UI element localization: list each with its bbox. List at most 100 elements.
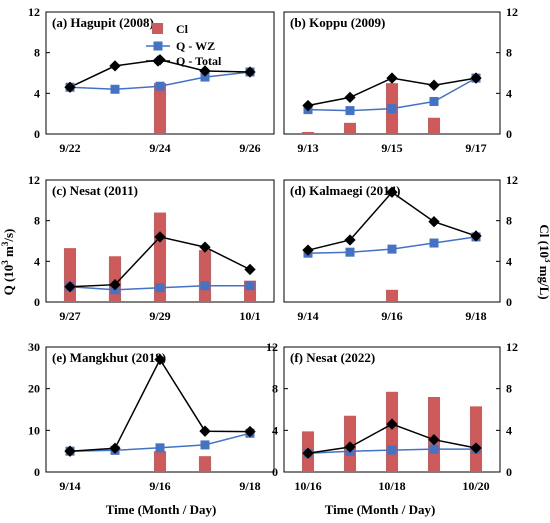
point-q-total bbox=[244, 263, 256, 276]
panel-title: (b) Koppu (2009) bbox=[290, 15, 385, 30]
panel-title: (e) Mangkhut (2018) bbox=[52, 350, 166, 365]
point-q-wz bbox=[429, 444, 439, 454]
y-label-right-sup: 3 bbox=[543, 258, 550, 263]
point-q-total bbox=[302, 447, 314, 459]
x-tick-label: 10/1 bbox=[239, 309, 260, 323]
point-q-total bbox=[154, 231, 166, 243]
y-tick-label-right: 8 bbox=[506, 46, 512, 60]
y-tick-label-left: 12 bbox=[28, 173, 40, 187]
x-tick-label: 10/16 bbox=[294, 479, 321, 493]
x-tick-label: 9/18 bbox=[239, 479, 260, 493]
x-tick-label: 9/29 bbox=[149, 309, 170, 323]
y-tick-label-right: 4 bbox=[506, 86, 512, 100]
y-tick-label-right: 8 bbox=[506, 214, 512, 228]
y-tick-label-left: 8 bbox=[34, 214, 40, 228]
y-tick-label-left: 8 bbox=[34, 46, 40, 60]
y-tick-label-right: 4 bbox=[506, 423, 512, 437]
x-tick-label: 9/16 bbox=[149, 479, 170, 493]
y-axis-label-right: Cl (103 mg/L) bbox=[537, 224, 550, 299]
x-tick-label: 9/15 bbox=[381, 141, 402, 155]
bar-cl bbox=[428, 117, 440, 134]
y-tick-label-left: 0 bbox=[34, 295, 40, 309]
x-tick-label: 9/22 bbox=[59, 141, 80, 155]
bar-cl bbox=[199, 456, 211, 472]
point-q-total bbox=[154, 353, 166, 366]
point-q-total bbox=[344, 441, 356, 453]
point-q-wz bbox=[387, 244, 397, 254]
x-tick-label: 9/13 bbox=[297, 141, 318, 155]
bar-cl bbox=[64, 248, 76, 302]
point-q-wz bbox=[155, 443, 165, 453]
point-q-total bbox=[386, 186, 398, 198]
panel-title: (d) Kalmaegi (2014) bbox=[290, 183, 400, 198]
y-tick-label-right: 0 bbox=[506, 465, 512, 479]
x-tick-label: 9/27 bbox=[59, 309, 80, 323]
point-q-total bbox=[199, 241, 211, 253]
legend-marker-qwz bbox=[153, 41, 163, 51]
point-q-total bbox=[428, 434, 440, 446]
y-tick-label-left: 0 bbox=[34, 465, 40, 479]
y-tick-label-left: 20 bbox=[28, 382, 40, 396]
point-q-wz bbox=[110, 84, 120, 94]
panel-1: (a) Hagupit (2008) 0 4 8 12 9/22 9/24 9/26 bbox=[28, 5, 275, 155]
y-tick-label-left: 12 bbox=[28, 5, 40, 19]
y-tick-label-right: 8 bbox=[506, 382, 512, 396]
point-q-wz bbox=[155, 81, 165, 91]
y-tick-label-right: 12 bbox=[506, 5, 518, 19]
y-tick-label-left: 30 bbox=[28, 340, 40, 354]
x-tick-label: 9/14 bbox=[59, 479, 80, 493]
point-q-wz bbox=[245, 281, 255, 291]
legend-label-cl: Cl bbox=[176, 22, 189, 36]
x-tick-label: 9/24 bbox=[149, 141, 170, 155]
bar-cl bbox=[386, 391, 398, 472]
y-tick-label-left: 8 bbox=[272, 382, 278, 396]
point-q-wz bbox=[345, 106, 355, 116]
point-q-total bbox=[470, 230, 482, 242]
legend-label-qtotal: Q - Total bbox=[176, 54, 222, 68]
bar-cl bbox=[154, 83, 166, 134]
y-label-left-sup2: 3 bbox=[0, 241, 10, 246]
y-tick-label-right: 0 bbox=[506, 295, 512, 309]
point-q-total bbox=[109, 60, 121, 72]
x-axis-label-right: Time (Month / Day) bbox=[325, 502, 436, 517]
legend-swatch-cl bbox=[152, 23, 163, 34]
x-tick-label: 10/18 bbox=[378, 479, 405, 493]
y-tick-label-left: 4 bbox=[34, 254, 40, 268]
point-q-wz bbox=[345, 247, 355, 257]
panel-title: (c) Nesat (2011) bbox=[52, 183, 138, 198]
line-q-total bbox=[307, 191, 477, 251]
legend-marker-qtotal bbox=[152, 55, 164, 67]
y-tick-label-right: 4 bbox=[506, 254, 512, 268]
y-tick-label-left: 4 bbox=[34, 86, 40, 100]
x-tick-label: 9/14 bbox=[297, 309, 318, 323]
point-q-wz bbox=[387, 445, 397, 455]
panel-frame bbox=[283, 179, 501, 303]
y-axis-label-left: Q (103 m3/s) bbox=[0, 229, 16, 296]
bar-cl bbox=[470, 406, 482, 472]
point-q-total bbox=[302, 244, 314, 256]
point-q-wz bbox=[429, 96, 439, 106]
line-q-total bbox=[69, 357, 251, 452]
bar-cl bbox=[199, 250, 211, 302]
legend-label-qwz: Q - WZ bbox=[176, 39, 215, 53]
y-tick-label-left: 12 bbox=[266, 340, 278, 354]
bar-cl bbox=[386, 289, 398, 302]
y-tick-label-left: 0 bbox=[34, 127, 40, 141]
point-q-wz bbox=[200, 281, 210, 291]
x-tick-label: 9/17 bbox=[465, 141, 486, 155]
y-tick-label-left: 4 bbox=[272, 423, 278, 437]
y-tick-label-right: 12 bbox=[506, 340, 518, 354]
point-q-wz bbox=[200, 440, 210, 450]
point-q-wz bbox=[387, 104, 397, 114]
legend: Cl Q - WZ Q - Total bbox=[146, 22, 222, 68]
y-label-left-sup: 3 bbox=[0, 260, 10, 265]
panel-5: (e) Mangkhut (2018) 0 10 20 30 9/14 9/16 9/18 bbox=[28, 340, 275, 493]
point-q-total bbox=[470, 442, 482, 454]
point-q-total bbox=[386, 418, 398, 430]
x-tick-label: 10/20 bbox=[462, 479, 489, 493]
bar-cl bbox=[344, 122, 356, 134]
panel-2: (b) Koppu (2009) 0 4 8 12 9/13 9/15 9/17 bbox=[283, 5, 518, 155]
point-q-total bbox=[428, 216, 440, 228]
point-q-wz bbox=[155, 283, 165, 293]
